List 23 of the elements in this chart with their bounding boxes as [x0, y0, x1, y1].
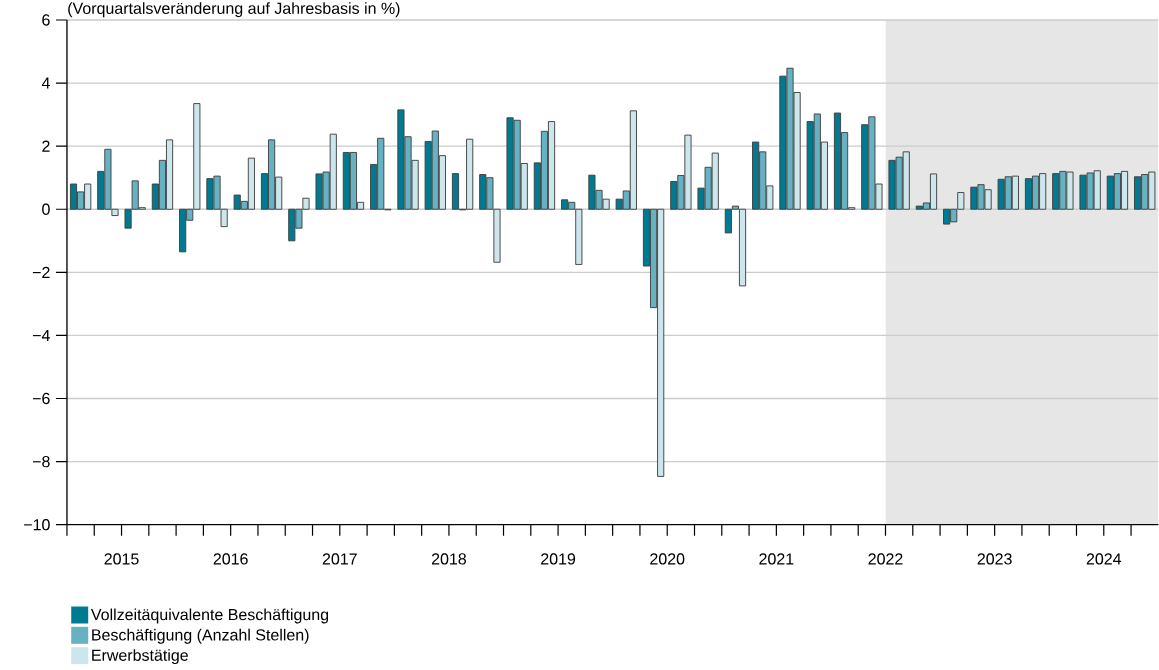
y-tick-label: 0 [42, 203, 50, 216]
legend-label: Beschäftigung (Anzahl Stellen) [92, 629, 309, 644]
x-tick-label: 2017 [322, 553, 357, 565]
y-tick-label: −10 [24, 519, 50, 531]
chart-subtitle: (Vorquartalsveränderung auf Jahresbasis in %) [68, 2, 400, 18]
x-tick-label: 2023 [977, 553, 1012, 565]
x-tick-label: 2016 [213, 553, 248, 565]
y-tick-label: −6 [32, 393, 50, 405]
x-tick-label: 2024 [1086, 553, 1122, 565]
legend-label: Vollzeitäquivalente Beschäftigung [90, 608, 329, 624]
y-tick-label: −4 [32, 330, 50, 342]
y-tick-label: −8 [32, 456, 50, 468]
y-tick-label: 6 [42, 14, 50, 26]
x-tick-label: 2021 [759, 553, 794, 565]
x-tick-label: 2018 [431, 553, 467, 565]
x-tick-label: 2022 [868, 553, 903, 565]
y-tick-label: −2 [32, 266, 50, 279]
x-tick-label: 2020 [650, 553, 685, 565]
y-tick-label: 4 [41, 77, 50, 89]
x-tick-label: 2015 [104, 553, 139, 565]
legend-label: Erwerbstätige [92, 649, 188, 665]
y-tick-label: 2 [42, 140, 50, 152]
x-tick-label: 2019 [541, 553, 576, 565]
